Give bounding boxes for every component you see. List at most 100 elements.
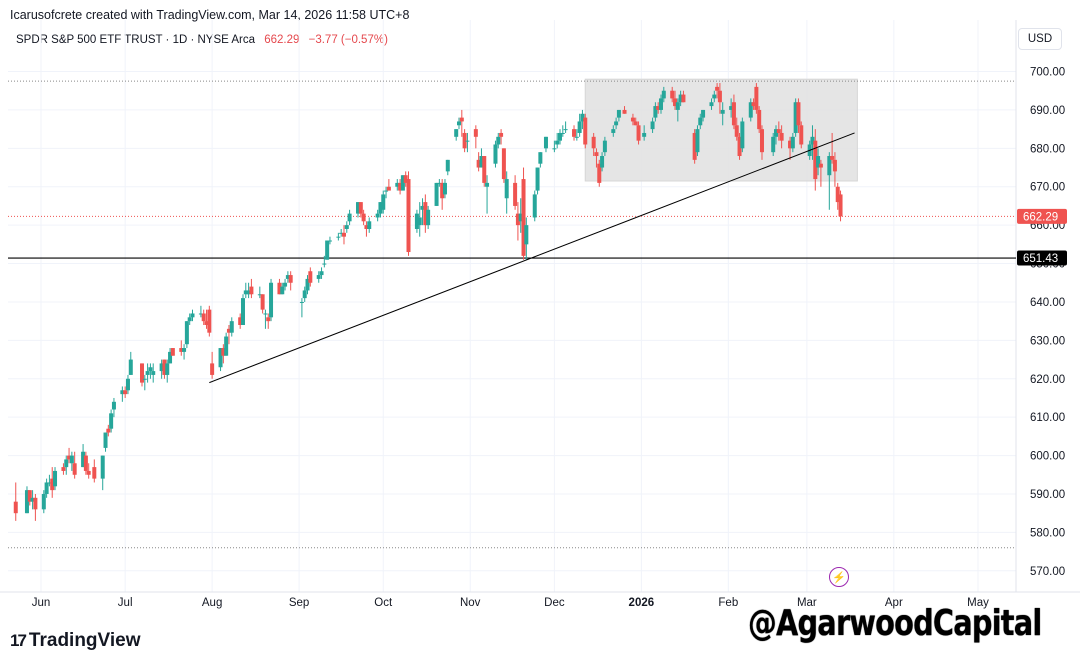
candle-body bbox=[600, 156, 605, 168]
candle bbox=[319, 267, 324, 279]
candle-body bbox=[678, 94, 683, 103]
candle-body bbox=[125, 378, 130, 391]
candle-body bbox=[13, 501, 18, 514]
x-tick-label: Feb bbox=[718, 597, 738, 609]
candle bbox=[518, 198, 523, 233]
candle-body bbox=[788, 140, 793, 149]
candle-body bbox=[754, 86, 759, 110]
candle bbox=[187, 313, 192, 325]
candle bbox=[751, 98, 756, 110]
candle-body bbox=[675, 102, 680, 110]
x-tick-label: Aug bbox=[202, 597, 222, 609]
candle-body bbox=[748, 102, 753, 118]
candle-body bbox=[316, 275, 321, 279]
candle bbox=[476, 152, 481, 172]
y-tick-label: 670.00 bbox=[1030, 182, 1065, 194]
candle bbox=[33, 493, 38, 521]
candle-body bbox=[325, 240, 330, 260]
candle-body bbox=[218, 348, 223, 368]
candle-body bbox=[563, 129, 568, 131]
candle-body bbox=[614, 121, 619, 126]
candle-body bbox=[642, 132, 647, 137]
candle-body bbox=[100, 455, 105, 479]
candle-body bbox=[513, 182, 518, 206]
candle bbox=[515, 202, 520, 241]
candle-body bbox=[838, 194, 843, 217]
candle bbox=[557, 129, 562, 145]
candle bbox=[678, 90, 683, 107]
candle bbox=[594, 148, 599, 168]
candle bbox=[698, 113, 703, 130]
candle-body bbox=[445, 159, 450, 172]
candle bbox=[538, 152, 543, 168]
candle-body bbox=[210, 363, 215, 375]
candle bbox=[41, 490, 46, 514]
price-tags: 662.29 651.43 bbox=[1017, 208, 1067, 266]
candle-body bbox=[398, 182, 403, 191]
candle bbox=[636, 121, 641, 145]
candle-body bbox=[148, 367, 153, 372]
candle bbox=[417, 202, 422, 237]
symbol-name[interactable]: SPDR S&P 500 ETF TRUST · 1D · NYSE Arca bbox=[16, 34, 256, 46]
candle-body bbox=[454, 129, 459, 137]
candle bbox=[67, 447, 72, 464]
candle-body bbox=[72, 463, 77, 475]
candle-body bbox=[243, 290, 248, 295]
price-axis[interactable]: 570.00 580.00 590.00 600.00 610.00 620.00 630.… bbox=[1030, 67, 1065, 578]
candle bbox=[384, 186, 389, 199]
candle-body bbox=[400, 175, 405, 191]
candle-body bbox=[109, 413, 114, 429]
candle-body bbox=[810, 136, 815, 145]
candle bbox=[434, 182, 439, 206]
candle bbox=[316, 271, 321, 283]
candle-body bbox=[198, 313, 203, 315]
candle bbox=[243, 282, 248, 299]
candle-body bbox=[336, 236, 341, 238]
candle bbox=[266, 313, 271, 329]
candle-body bbox=[832, 159, 837, 172]
candle bbox=[204, 309, 209, 329]
watermark-text: @AgarwoodCapital bbox=[748, 603, 1042, 644]
candle bbox=[347, 209, 352, 226]
candle bbox=[670, 86, 675, 103]
candle bbox=[597, 159, 602, 187]
candle bbox=[125, 374, 130, 395]
candle bbox=[283, 278, 288, 291]
lightning-icon[interactable]: ⚡ bbox=[829, 567, 849, 587]
y-tick-label: 610.00 bbox=[1030, 412, 1065, 424]
candle bbox=[740, 117, 745, 153]
candle bbox=[364, 221, 369, 237]
candle bbox=[737, 132, 742, 160]
candle bbox=[754, 83, 759, 114]
candle bbox=[442, 179, 447, 199]
candle bbox=[86, 463, 91, 479]
candle-body bbox=[442, 182, 447, 195]
candle bbox=[69, 451, 74, 471]
candle-body bbox=[521, 179, 526, 256]
candle-body bbox=[53, 470, 58, 487]
candle bbox=[30, 490, 35, 510]
candle bbox=[771, 132, 776, 157]
candle bbox=[123, 386, 128, 398]
candle bbox=[675, 98, 680, 122]
candle bbox=[210, 351, 215, 379]
candle-body bbox=[818, 163, 823, 168]
candle-body bbox=[774, 129, 779, 137]
candle bbox=[53, 467, 58, 491]
candle-body bbox=[557, 132, 562, 141]
candle bbox=[796, 98, 801, 133]
candle bbox=[263, 309, 268, 329]
candle-body bbox=[341, 232, 346, 237]
candle bbox=[813, 129, 818, 191]
candle bbox=[361, 209, 366, 226]
candle-body bbox=[403, 175, 408, 183]
candle bbox=[381, 190, 386, 214]
time-axis[interactable]: Jun Jul Aug Sep Oct Nov Dec 2026 Feb Mar Apr May bbox=[32, 597, 989, 609]
currency-button[interactable]: USD bbox=[1018, 28, 1062, 50]
candle-body bbox=[381, 194, 386, 210]
candle bbox=[322, 255, 327, 268]
candle-body bbox=[165, 363, 170, 375]
candle-body bbox=[226, 328, 231, 333]
candle-body bbox=[827, 156, 832, 176]
